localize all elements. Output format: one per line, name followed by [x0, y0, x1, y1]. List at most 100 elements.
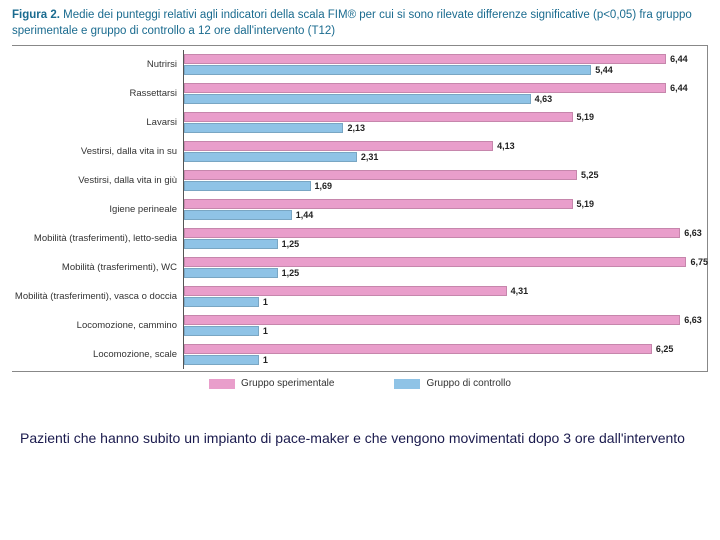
- bar-value-label: 2,13: [347, 123, 365, 133]
- bar-fill: [184, 239, 278, 249]
- bar-experimental: 6,44: [184, 54, 708, 64]
- bar-fill: [184, 199, 573, 209]
- bar-group: 6,44 5,44: [183, 50, 708, 79]
- bar-value-label: 4,63: [535, 94, 553, 104]
- bar-control: 4,63: [184, 94, 708, 104]
- bar-group: 6,631,25: [183, 224, 708, 253]
- bar-fill: [184, 257, 686, 267]
- bar-fill: [184, 326, 259, 336]
- chart-row: Locomozione, scale6,251: [12, 340, 708, 369]
- bar-fill: [184, 83, 666, 93]
- y-axis-label: Locomozione, cammino: [12, 311, 183, 340]
- bar-value-label: 6,44: [670, 54, 688, 64]
- chart-row: Locomozione, cammino 6,63 1: [12, 311, 708, 340]
- bar-group: 6,75 1,25: [183, 253, 708, 282]
- legend-item-control: Gruppo di controllo: [394, 378, 511, 389]
- bar-value-label: 2,31: [361, 152, 379, 162]
- bar-value-label: 4,31: [511, 286, 529, 296]
- chart-row: Rassettarsi 6,44 4,63: [12, 79, 708, 108]
- chart-row: Igiene perineale 5,19 1,44: [12, 195, 708, 224]
- bar-value-label: 1,25: [282, 268, 300, 278]
- bar-control: 1,25: [184, 239, 708, 249]
- bar-fill: [184, 344, 652, 354]
- bar-value-label: 1,25: [282, 239, 300, 249]
- bar-control: 1,25: [184, 268, 708, 278]
- chart-row: Mobilità (trasferimenti), vasca o doccia…: [12, 282, 708, 311]
- y-axis-label: Lavarsi: [12, 108, 183, 137]
- bar-experimental: 5,25: [184, 170, 708, 180]
- chart-row: Mobilità (trasferimenti), WC 6,75 1,25: [12, 253, 708, 282]
- bar-fill: [184, 65, 591, 75]
- legend-swatch: [209, 379, 235, 389]
- bar-fill: [184, 94, 531, 104]
- bar-fill: [184, 54, 666, 64]
- chart-row: Vestirsi, dalla vita in giù5,251,69: [12, 166, 708, 195]
- bar-fill: [184, 355, 259, 365]
- bar-experimental: 6,44: [184, 83, 708, 93]
- y-axis-label: Locomozione, scale: [12, 340, 183, 369]
- bar-fill: [184, 112, 573, 122]
- bar-group: 5,192,13: [183, 108, 708, 137]
- bar-group: 4,13 2,31: [183, 137, 708, 166]
- bar-fill: [184, 181, 311, 191]
- bar-control: 2,31: [184, 152, 708, 162]
- bar-fill: [184, 141, 493, 151]
- bar-value-label: 5,19: [577, 199, 595, 209]
- y-axis-label: Rassettarsi: [12, 79, 183, 108]
- bar-group: 6,251: [183, 340, 708, 369]
- y-axis-label: Nutrirsi: [12, 50, 183, 79]
- bar-control: 1: [184, 326, 708, 336]
- bar-group: 5,19 1,44: [183, 195, 708, 224]
- bar-control: 2,13: [184, 123, 708, 133]
- chart-row: Mobilità (trasferimenti), letto-sedia6,6…: [12, 224, 708, 253]
- bar-value-label: 6,63: [684, 315, 702, 325]
- bar-fill: [184, 268, 278, 278]
- bar-control: 1: [184, 297, 708, 307]
- chart-area: Nutrirsi 6,44 5,44 Rassettarsi 6,44 4,63 Lavar…: [12, 45, 708, 372]
- bar-value-label: 1,44: [296, 210, 314, 220]
- bar-control: 5,44: [184, 65, 708, 75]
- y-axis-label: Vestirsi, dalla vita in su: [12, 137, 183, 166]
- y-axis-label: Mobilità (trasferimenti), WC: [12, 253, 183, 282]
- legend-label: Gruppo sperimentale: [241, 378, 334, 389]
- chart-row: Lavarsi5,192,13: [12, 108, 708, 137]
- bar-control: 1,44: [184, 210, 708, 220]
- y-axis-label: Mobilità (trasferimenti), letto-sedia: [12, 224, 183, 253]
- bar-value-label: 1: [263, 326, 268, 336]
- bar-value-label: 5,25: [581, 170, 599, 180]
- bar-fill: [184, 210, 292, 220]
- bar-fill: [184, 170, 577, 180]
- bar-fill: [184, 297, 259, 307]
- bar-value-label: 6,75: [690, 257, 708, 267]
- bar-fill: [184, 152, 357, 162]
- y-axis-label: Mobilità (trasferimenti), vasca o doccia: [12, 282, 183, 311]
- bar-experimental: 4,13: [184, 141, 708, 151]
- bar-value-label: 4,13: [497, 141, 515, 151]
- figure-title: Figura 2. Medie dei punteggi relativi ag…: [12, 8, 708, 39]
- bar-fill: [184, 228, 680, 238]
- bar-group: 4,31 1: [183, 282, 708, 311]
- bar-experimental: 5,19: [184, 112, 708, 122]
- y-axis-label: Igiene perineale: [12, 195, 183, 224]
- chart-row: Nutrirsi 6,44 5,44: [12, 50, 708, 79]
- bar-fill: [184, 123, 343, 133]
- bar-group: 6,63 1: [183, 311, 708, 340]
- bar-experimental: 6,63: [184, 228, 708, 238]
- bar-experimental: 4,31: [184, 286, 708, 296]
- chart-row: Vestirsi, dalla vita in su 4,13 2,31: [12, 137, 708, 166]
- y-axis-label: Vestirsi, dalla vita in giù: [12, 166, 183, 195]
- bar-experimental: 5,19: [184, 199, 708, 209]
- bar-experimental: 6,63: [184, 315, 708, 325]
- bar-group: 5,251,69: [183, 166, 708, 195]
- bar-control: 1: [184, 355, 708, 365]
- bar-experimental: 6,75: [184, 257, 708, 267]
- bar-value-label: 6,44: [670, 83, 688, 93]
- legend: Gruppo sperimentale Gruppo di controllo: [12, 378, 708, 389]
- bar-fill: [184, 286, 507, 296]
- bar-value-label: 1: [263, 297, 268, 307]
- bar-group: 6,44 4,63: [183, 79, 708, 108]
- legend-item-experimental: Gruppo sperimentale: [209, 378, 334, 389]
- bar-control: 1,69: [184, 181, 708, 191]
- legend-label: Gruppo di controllo: [426, 378, 511, 389]
- bar-value-label: 5,44: [595, 65, 613, 75]
